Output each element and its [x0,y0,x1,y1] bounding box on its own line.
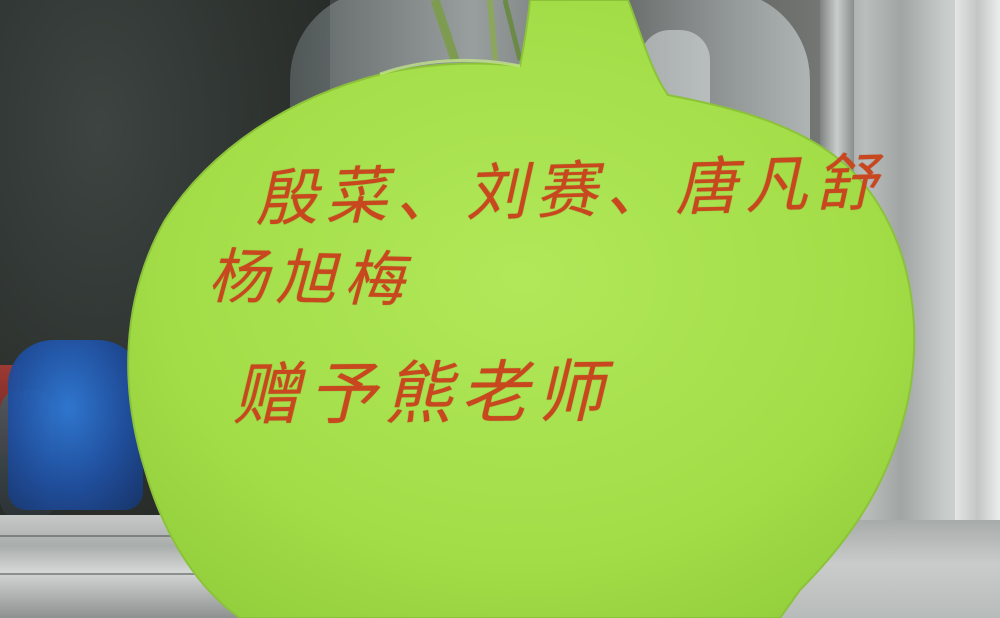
blue-plastic-bag [8,340,143,510]
window-rail-right [955,0,1000,560]
note-dedication-line: 赠予熊老师 [231,353,613,436]
note-names-line: 殷菜、刘赛、唐凡舒 [254,145,887,236]
sill-edge-line [0,573,340,575]
plant-stems [430,0,523,62]
note-name-line: 杨旭梅 [207,242,413,316]
